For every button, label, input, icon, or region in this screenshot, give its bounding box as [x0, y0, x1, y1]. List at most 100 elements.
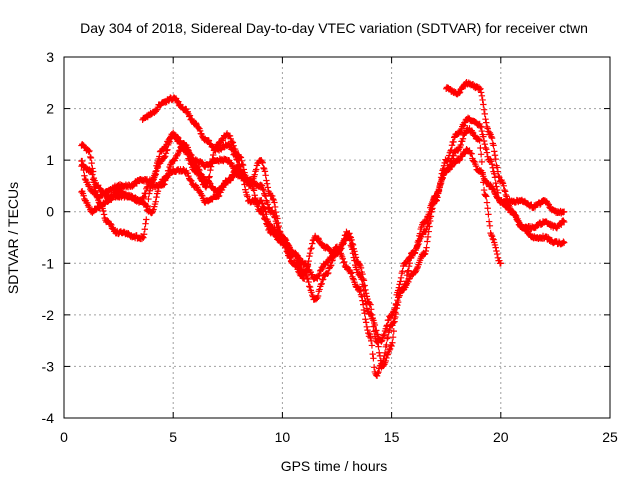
data-point — [303, 263, 311, 271]
data-point — [228, 160, 235, 167]
data-point — [376, 349, 383, 356]
data-point — [312, 296, 320, 303]
data-point — [238, 157, 245, 165]
data-point — [259, 185, 266, 193]
data-point — [483, 146, 490, 153]
data-point — [173, 152, 181, 160]
data-point — [284, 248, 291, 256]
data-point — [373, 338, 381, 345]
data-point — [262, 216, 269, 223]
data-point — [479, 96, 486, 104]
data-point — [447, 147, 454, 155]
data-point — [258, 182, 266, 189]
data-point — [362, 290, 370, 297]
data-point — [184, 170, 191, 177]
data-point — [316, 286, 323, 293]
data-point — [87, 153, 94, 161]
data-point — [494, 168, 502, 175]
data-point — [295, 254, 302, 261]
data-point — [424, 238, 431, 245]
data-point — [393, 305, 400, 312]
data-point — [370, 328, 378, 335]
data-point — [476, 86, 483, 93]
data-point — [493, 194, 501, 201]
data-point — [493, 250, 501, 258]
data-point — [440, 162, 448, 169]
data-point — [187, 154, 194, 162]
data-point — [152, 168, 159, 175]
data-point — [467, 149, 474, 157]
data-point — [207, 166, 214, 174]
data-point — [490, 142, 497, 149]
data-point — [426, 208, 433, 216]
data-point — [251, 171, 258, 178]
data-point — [368, 311, 376, 319]
data-point — [480, 186, 488, 194]
data-point — [480, 106, 488, 113]
data-point — [260, 186, 267, 194]
data-point — [301, 275, 308, 282]
data-point — [195, 166, 202, 173]
data-point — [384, 335, 391, 342]
y-tick-label: 0 — [46, 204, 54, 220]
data-point — [445, 152, 453, 159]
data-point — [198, 192, 205, 199]
data-point — [229, 147, 237, 154]
data-point — [309, 291, 316, 299]
data-point — [501, 186, 508, 194]
data-point — [472, 162, 480, 170]
data-point — [352, 254, 360, 261]
data-point — [481, 110, 488, 118]
data-point — [341, 258, 348, 266]
data-point — [305, 278, 312, 286]
data-point — [341, 235, 348, 243]
data-point — [402, 280, 409, 288]
data-point — [161, 153, 169, 160]
data-point — [232, 152, 240, 160]
data-point — [435, 187, 443, 194]
data-point — [349, 241, 357, 249]
data-point — [244, 193, 251, 200]
data-point — [444, 157, 451, 164]
data-point — [491, 152, 499, 159]
data-point — [488, 231, 495, 239]
data-point — [501, 188, 509, 195]
data-point — [383, 341, 390, 349]
data-point — [327, 262, 335, 269]
data-point — [405, 267, 412, 274]
y-tick-label: 3 — [46, 49, 54, 65]
data-point — [308, 289, 315, 296]
data-point — [85, 148, 92, 155]
data-point — [536, 201, 544, 208]
data-point — [366, 330, 373, 338]
data-point — [389, 339, 396, 346]
data-point — [445, 166, 452, 174]
data-point — [392, 313, 399, 321]
data-point — [360, 277, 368, 284]
data-point — [210, 151, 217, 159]
data-point — [271, 203, 279, 211]
y-tick-label: -1 — [42, 255, 55, 271]
data-point — [162, 150, 170, 157]
data-point — [482, 192, 489, 199]
data-point — [560, 208, 568, 215]
data-point — [510, 210, 518, 218]
data-point — [483, 193, 490, 200]
data-point — [477, 151, 485, 158]
data-point — [405, 262, 413, 270]
data-point — [269, 209, 277, 217]
data-point — [206, 173, 213, 180]
data-point — [358, 293, 365, 300]
data-point — [175, 147, 183, 155]
data-point — [404, 268, 411, 276]
x-tick-label: 0 — [60, 429, 68, 445]
data-point — [89, 176, 97, 183]
data-point — [339, 255, 347, 262]
data-point — [150, 175, 157, 183]
data-markers — [78, 78, 568, 380]
data-point — [370, 323, 377, 330]
data-point — [490, 236, 497, 243]
data-point — [482, 144, 489, 152]
data-point — [188, 155, 195, 163]
data-point — [156, 153, 163, 160]
